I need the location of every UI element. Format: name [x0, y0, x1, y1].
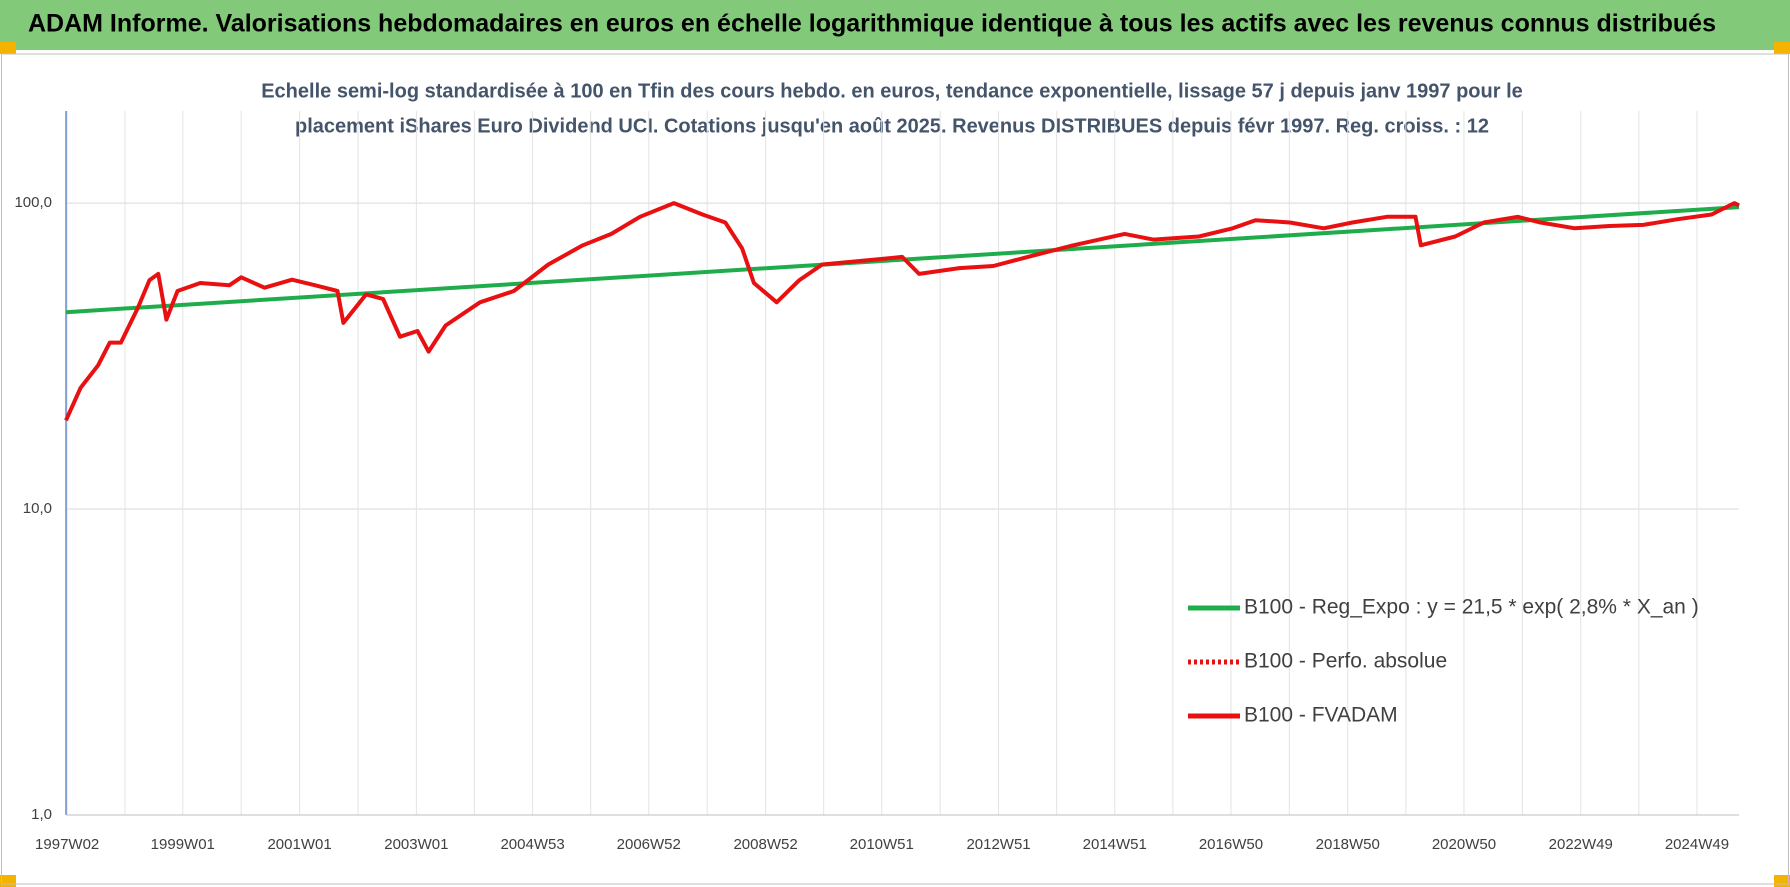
x-tick-label: 2018W50 — [1316, 836, 1380, 853]
y-tick-label: 1,0 — [31, 806, 52, 823]
corner-mark — [1774, 875, 1790, 887]
x-tick-label: 2003W01 — [384, 836, 448, 853]
legend-label: B100 - Reg_Expo : y = 21,5 * exp( 2,8% *… — [1244, 596, 1699, 619]
x-tick-label: 2016W50 — [1199, 836, 1263, 853]
x-tick-label: 2008W52 — [733, 836, 797, 853]
header-bar — [0, 0, 1790, 50]
x-tick-label: 1997W02 — [35, 836, 99, 853]
x-tick-label: 1999W01 — [151, 836, 215, 853]
legend-label: B100 - Perfo. absolue — [1244, 650, 1447, 673]
page-title: ADAM Informe. Valorisations hebdomadaire… — [28, 10, 1716, 38]
corner-mark — [0, 42, 16, 54]
corner-mark — [1774, 42, 1790, 54]
x-tick-label: 2004W53 — [500, 836, 564, 853]
chart-subtitle: Echelle semi-log standardisée à 100 en T… — [261, 80, 1523, 102]
y-tick-label: 100,0 — [14, 194, 52, 211]
x-tick-label: 2006W52 — [617, 836, 681, 853]
corner-mark — [0, 875, 16, 887]
y-tick-label: 10,0 — [23, 500, 52, 517]
chart-subtitle: placement iShares Euro Dividend UCI. Cot… — [295, 115, 1489, 137]
x-tick-label: 2012W51 — [966, 836, 1030, 853]
legend-label: B100 - FVADAM — [1244, 704, 1398, 727]
x-tick-label: 2001W01 — [267, 836, 331, 853]
chart-border — [1, 53, 1789, 885]
x-tick-label: 2010W51 — [850, 836, 914, 853]
x-tick-label: 2022W49 — [1549, 836, 1613, 853]
x-tick-label: 2020W50 — [1432, 836, 1496, 853]
x-tick-label: 2024W49 — [1665, 836, 1729, 853]
x-tick-label: 2014W51 — [1083, 836, 1147, 853]
series-line — [64, 201, 1740, 422]
